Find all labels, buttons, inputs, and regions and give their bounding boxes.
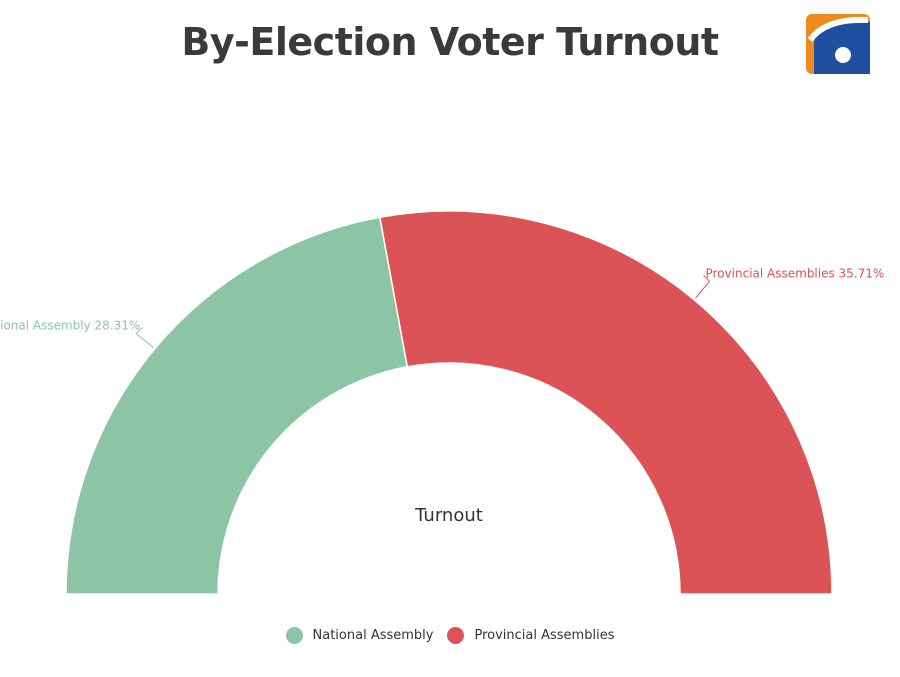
chart-title: By-Election Voter Turnout: [181, 20, 719, 64]
chart-slices: [65, 210, 833, 595]
legend-label-national-assembly: National Assembly: [312, 628, 434, 643]
chart-slice-provincial-assemblies[interactable]: [378, 210, 833, 595]
chart-slice-national-assembly[interactable]: [65, 216, 409, 595]
chart-data-label: National Assembly 28.31%: [0, 318, 140, 332]
chart-data-label: Provincial Assemblies 35.71%: [706, 266, 885, 280]
legend-swatch-national-assembly: [285, 627, 303, 644]
legend-label-provincial-assemblies: Provincial Assemblies: [474, 628, 615, 643]
chart-center-label: Turnout: [414, 505, 483, 526]
legend-swatch-provincial-assemblies: [447, 627, 465, 644]
legend-item-provincial-assemblies[interactable]: Provincial Assemblies: [447, 627, 614, 644]
chart-data-labels: National Assembly 28.31% Provincial Assem…: [0, 266, 884, 332]
chart-leader-line: [695, 274, 711, 299]
chart-leader-line: [135, 327, 154, 348]
legend-item-national-assembly[interactable]: National Assembly: [285, 627, 434, 644]
chart-leader-lines: [135, 274, 711, 348]
geo-news-logo-icon: [806, 14, 870, 74]
chart-legend: National Assembly Provincial Assemblies: [0, 627, 900, 644]
